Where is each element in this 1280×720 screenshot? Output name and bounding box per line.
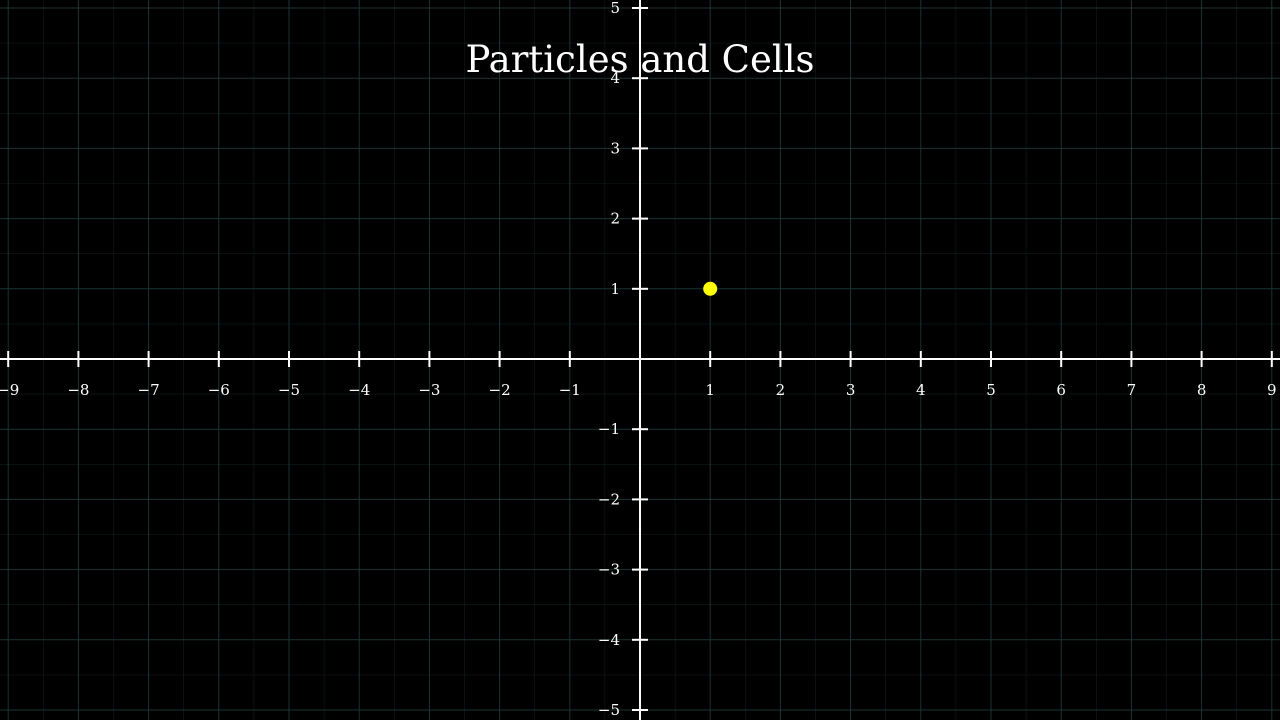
x-tick-label: −6 [208, 381, 230, 399]
x-axis-ticks: −9 −8 −7 −6 −5 −4 −3 −2 −1 1 2 3 4 5 6 7 8 9 [0, 351, 1277, 399]
x-tick-label: −8 [67, 381, 89, 399]
y-axis-ticks: −5 −4 −3 −2 −1 1 2 3 4 5 [598, 0, 648, 719]
y-tick-label: −5 [598, 701, 620, 719]
x-tick-label: 5 [986, 381, 996, 399]
x-tick-label: 1 [705, 381, 715, 399]
x-tick-label: 6 [1056, 381, 1066, 399]
x-tick-label: 4 [916, 381, 926, 399]
y-tick-label: −4 [598, 631, 620, 649]
x-tick-label: −3 [418, 381, 440, 399]
x-tick-label: −1 [559, 381, 581, 399]
chart-title: Particles and Cells [465, 38, 814, 81]
y-tick-label: −1 [598, 420, 620, 438]
y-tick-label: 1 [610, 280, 620, 298]
x-tick-label: 8 [1197, 381, 1207, 399]
y-tick-label: −3 [598, 561, 620, 579]
y-tick-label: −2 [598, 490, 620, 508]
x-tick-label: −5 [278, 381, 300, 399]
x-tick-label: 9 [1267, 381, 1277, 399]
y-tick-label: 2 [610, 210, 620, 228]
y-tick-label: 4 [610, 69, 620, 87]
y-tick-label: 5 [610, 0, 620, 17]
particle-point [703, 281, 718, 296]
x-tick-label: 3 [846, 381, 856, 399]
x-tick-label: 7 [1127, 381, 1137, 399]
x-tick-label: −7 [138, 381, 160, 399]
y-tick-label: 3 [610, 139, 620, 157]
data-points [703, 281, 718, 296]
x-tick-label: −2 [489, 381, 511, 399]
x-tick-label: −4 [348, 381, 370, 399]
x-tick-label: −9 [0, 381, 19, 399]
x-tick-label: 2 [776, 381, 786, 399]
